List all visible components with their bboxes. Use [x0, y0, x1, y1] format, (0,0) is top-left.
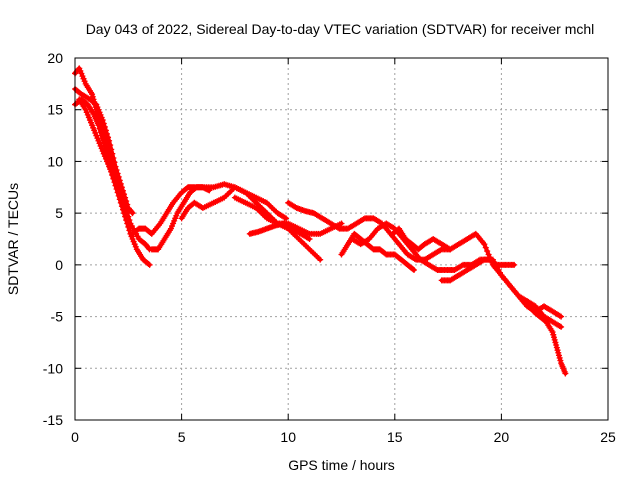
data-point	[306, 236, 313, 242]
data-point	[111, 159, 118, 166]
data-point	[283, 215, 290, 222]
data-point	[128, 209, 135, 216]
x-axis-label: GPS time / hours	[288, 457, 395, 473]
y-tick-label: -15	[43, 412, 63, 428]
x-tick-label: 15	[387, 429, 403, 445]
data-point	[114, 170, 121, 177]
data-point	[145, 260, 152, 267]
data-point	[112, 163, 119, 170]
y-tick-label: 20	[47, 50, 63, 66]
data-point	[113, 167, 120, 174]
data-point	[97, 129, 104, 136]
series-sat-c	[72, 86, 136, 217]
data-point	[106, 137, 113, 144]
data-point	[562, 370, 569, 377]
y-tick-label: 10	[47, 153, 63, 169]
data-point	[409, 266, 416, 273]
data-point	[482, 244, 489, 251]
data-point	[485, 251, 492, 258]
data-point	[92, 100, 99, 107]
data-point	[95, 122, 102, 129]
data-point	[206, 187, 213, 194]
y-tick-label: 0	[55, 257, 63, 273]
x-tick-label: 20	[494, 429, 510, 445]
data-point	[481, 241, 488, 248]
series-sat-i	[246, 220, 313, 242]
data-point	[110, 154, 117, 161]
data-point	[100, 139, 107, 146]
data-point	[317, 256, 324, 263]
series-sat-k	[338, 230, 417, 274]
data-point	[105, 134, 112, 141]
x-tick-label: 0	[71, 429, 79, 445]
plot-frame	[74, 57, 609, 421]
data-point	[96, 125, 103, 132]
y-axis-label: SDTVAR / TECUs	[5, 183, 21, 295]
x-tick-label: 5	[178, 429, 186, 445]
data-point	[558, 313, 565, 320]
y-axis-ticks: -15 -10 -5 0 5 10 15 20	[43, 50, 608, 428]
data-point	[99, 117, 106, 124]
data-point	[98, 132, 105, 139]
chart-title: Day 043 of 2022, Sidereal Day-to-day VTE…	[86, 21, 595, 37]
data-point	[121, 199, 128, 206]
data-point	[410, 267, 417, 274]
grid-lines	[75, 58, 608, 420]
data-point	[129, 210, 136, 217]
data-point	[107, 142, 114, 149]
series-sat-o	[523, 298, 569, 377]
data-point	[109, 150, 116, 157]
data-point	[511, 261, 518, 268]
x-tick-label: 10	[280, 429, 296, 445]
data-point	[108, 146, 115, 153]
y-tick-label: 15	[47, 102, 63, 118]
data-marks	[72, 65, 569, 377]
data-point	[484, 248, 491, 255]
series-sat-f	[148, 184, 213, 253]
series-sat-g	[178, 184, 324, 263]
data-point	[146, 261, 153, 268]
data-point	[126, 227, 133, 234]
x-axis-ticks: 0 5 10 15 20 25	[71, 58, 616, 445]
data-point	[125, 213, 132, 220]
data-point	[101, 123, 108, 130]
data-point	[103, 130, 110, 137]
data-point	[117, 180, 124, 187]
data-point	[116, 177, 123, 184]
data-point	[558, 323, 565, 330]
data-point	[100, 120, 107, 127]
data-point	[122, 203, 129, 210]
data-point	[115, 173, 122, 180]
y-tick-label: -5	[51, 309, 64, 325]
data-point	[99, 136, 106, 143]
data-point	[124, 210, 131, 217]
series-sat-d	[76, 96, 153, 253]
y-tick-label: -10	[43, 360, 63, 376]
x-tick-label: 25	[600, 429, 616, 445]
y-tick-label: 5	[55, 205, 63, 221]
data-point	[338, 220, 345, 227]
data-point	[126, 217, 133, 224]
data-point	[123, 206, 130, 213]
data-point	[102, 127, 109, 134]
